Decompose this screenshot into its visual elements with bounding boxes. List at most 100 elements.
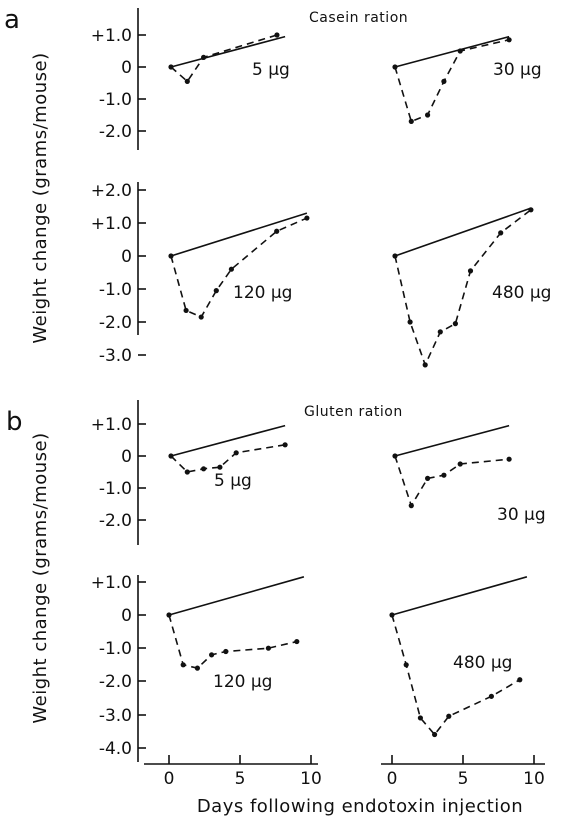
control-line [394,35,510,68]
data-point [506,37,512,43]
subplot-6: 30 μg [392,424,546,525]
treated-series-line [170,34,278,83]
data-point [407,319,413,325]
y-tick-label: -2.0 [99,511,132,531]
y-tick-label: +1.0 [91,573,132,593]
data-point [425,475,431,481]
data-point [457,461,463,467]
x-tick-label: 5 [458,769,469,789]
data-point [392,453,398,459]
y-tick-label: -4.0 [99,739,132,759]
plots-group: +1.0 0 -1.0 -2.0 5 μg 30 μg +2.0 +1.0 0 -1.0 -2.0 -… [91,8,551,789]
data-point [422,362,428,368]
control-line [394,424,510,457]
data-point [528,207,534,213]
x-axis-label: Days following endotoxin injection [197,796,523,817]
y-tick-label: -2.0 [99,122,132,142]
x-tick-label: 5 [235,769,246,789]
data-point [392,253,398,259]
y-tick-label: -3.0 [99,346,132,366]
treated-series-line [394,209,532,368]
subplot-5: +1.0 0 -1.0 -2.0 5 μg [91,400,288,545]
data-point [408,503,414,509]
data-point [506,456,512,462]
data-point [213,288,219,294]
data-point [441,472,447,478]
data-point [392,64,398,70]
treated-series-line [170,444,286,473]
x-axis-1: 0 5 10 [144,755,322,789]
treated-series-line [168,614,297,669]
x-axis-2: 0 5 10 [381,755,545,789]
data-point [441,78,447,84]
data-point [198,314,204,320]
data-point [467,268,474,274]
data-point [294,638,300,645]
data-point [184,469,190,475]
data-point [498,230,504,236]
subplot-2: 30 μg [392,35,542,124]
dose-label: 480 μg [492,283,551,303]
y-tick-label: -1.0 [99,90,132,110]
data-point [457,48,463,54]
y-tick-label: -3.0 [99,706,132,726]
y-tick-label: +1.0 [91,214,132,234]
y-tick-label: 0 [121,247,132,267]
x-tick-label: 10 [300,769,322,789]
dose-label: 5 μg [214,471,252,491]
x-tick-label: 0 [387,769,398,789]
y-tick-label: -2.0 [99,672,132,692]
control-line [170,424,286,457]
subplot-1: +1.0 0 -1.0 -2.0 5 μg [91,8,290,150]
data-point [432,731,438,738]
data-point [201,54,207,61]
data-point [517,677,523,683]
y-tick-label: -1.0 [99,479,132,499]
data-point [417,715,423,721]
data-point [233,450,239,456]
data-point [452,321,458,327]
data-point [194,665,200,671]
subplot-8: 480 μg [389,576,528,738]
data-point [282,442,288,448]
y-axis-label-gluten: Weight change (grams/mouse) [30,432,51,723]
x-tick-label: 0 [164,769,175,789]
control-line [170,35,286,68]
panel-a-letter: a [4,5,20,35]
control-line [168,576,305,616]
control-line [170,212,308,257]
panel-b-letter: b [6,407,23,437]
data-point [274,228,280,234]
data-point [201,466,207,472]
data-point [217,464,223,470]
data-point [184,78,190,84]
casein-ration-label: Casein ration [309,10,408,26]
data-point [168,253,174,259]
data-point [437,329,443,335]
y-tick-label: -1.0 [99,639,132,659]
y-tick-label: 0 [121,58,132,78]
data-point [228,266,234,272]
y-tick-label: -2.0 [99,313,132,333]
dose-label: 480 μg [453,653,512,673]
data-point [168,64,174,70]
data-point [168,453,174,459]
x-tick-label: 10 [523,769,545,789]
dose-label: 30 μg [493,60,542,80]
subplot-3: +2.0 +1.0 0 -1.0 -2.0 -3.0 120 μg [91,181,310,366]
data-point [265,645,271,651]
gluten-ration-label: Gluten ration [304,404,403,420]
subplot-7: +1.0 0 -1.0 -2.0 -3.0 -4.0 120 μg [91,573,305,762]
data-point [389,612,395,618]
y-tick-label: +2.0 [91,181,132,201]
data-point [403,662,409,668]
y-tick-label: -1.0 [99,280,132,300]
y-tick-label: 0 [121,447,132,467]
treated-series-line [394,455,510,508]
y-tick-label: +1.0 [91,415,132,435]
data-point [209,652,215,658]
data-point [446,713,452,719]
dose-label: 120 μg [233,283,292,303]
y-tick-label: 0 [121,606,132,626]
data-point [408,118,414,124]
